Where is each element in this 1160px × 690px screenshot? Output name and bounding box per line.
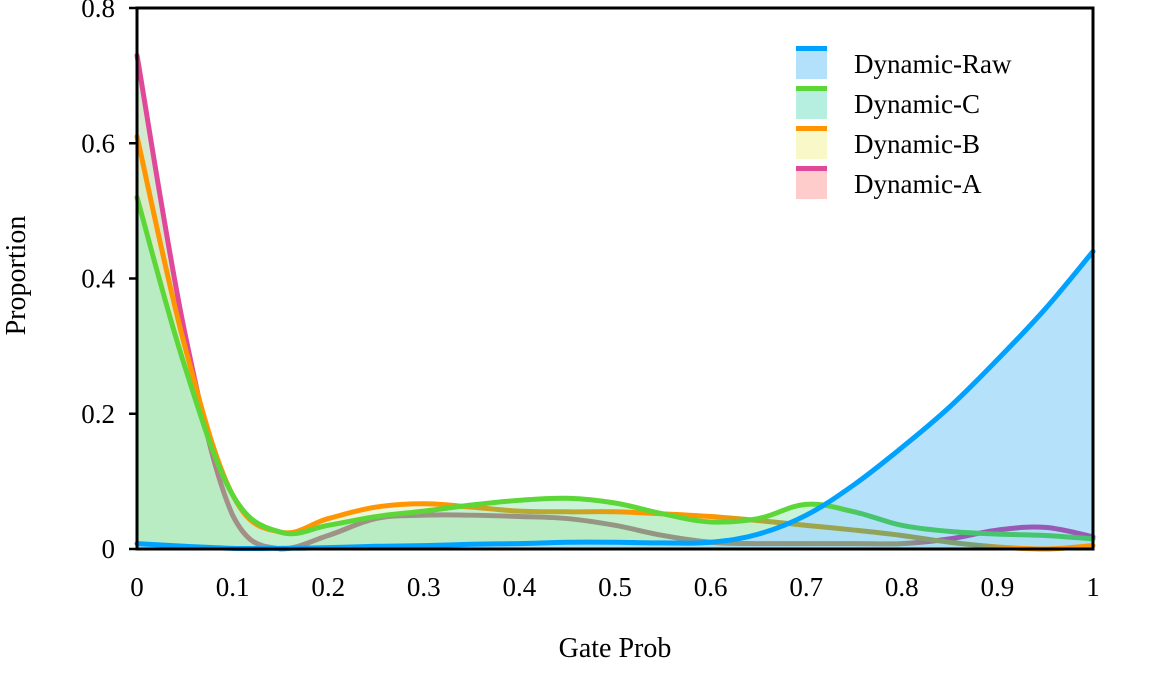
legend-label: Dynamic-A: [854, 169, 982, 199]
x-tick-label: 0.2: [311, 572, 345, 602]
legend-swatch-line: [796, 46, 827, 51]
legend-swatch-fill: [796, 87, 827, 119]
y-tick-label: 0.8: [81, 0, 115, 23]
legend-swatch-line: [796, 86, 827, 91]
legend-swatch-fill: [796, 127, 827, 159]
line-dynamic-c: [134, 194, 1096, 542]
legend-item: Dynamic-A: [796, 166, 982, 199]
legend-swatch-line: [796, 126, 827, 131]
y-tick-label: 0.2: [81, 399, 115, 429]
legend-swatch-fill: [796, 47, 827, 79]
legend-item: Dynamic-B: [796, 126, 980, 159]
x-tick-label: 1: [1086, 572, 1100, 602]
x-tick-label: 0.8: [885, 572, 919, 602]
legend-label: Dynamic-B: [854, 129, 980, 159]
legend-item: Dynamic-C: [796, 86, 980, 119]
x-tick-label: 0: [130, 572, 144, 602]
line-dynamic-a: [134, 52, 1096, 552]
x-tick-label: 0.9: [981, 572, 1015, 602]
legend-swatch-fill: [796, 167, 827, 199]
x-tick-label: 0.7: [789, 572, 823, 602]
y-tick-label: 0.6: [81, 128, 115, 158]
x-tick-label: 0.1: [216, 572, 250, 602]
y-tick-label: 0.4: [81, 264, 115, 294]
legend-label: Dynamic-C: [854, 89, 980, 119]
x-tick-label: 0.5: [598, 572, 632, 602]
y-tick-label: 0: [102, 534, 116, 564]
x-tick-label: 0.3: [407, 572, 441, 602]
x-tick-label: 0.6: [694, 572, 728, 602]
legend-label: Dynamic-Raw: [854, 49, 1012, 79]
x-axis-label: Gate Prob: [559, 633, 672, 664]
y-axis-label: Proportion: [1, 216, 32, 336]
x-tick-label: 0.4: [503, 572, 537, 602]
x-axis-ticks: 0 0.1 0.2 0.3 0.4 0.5 0.6 0.7 0.8 0.9 1: [130, 572, 1100, 602]
legend: Dynamic-Raw Dynamic-C Dynamic-B Dynamic-A: [796, 46, 1012, 199]
legend-swatch-line: [796, 166, 827, 171]
y-axis-ticks: 0 0.2 0.4 0.6 0.8: [81, 0, 137, 564]
legend-item: Dynamic-Raw: [796, 46, 1012, 79]
area-dynamic-raw: [137, 251, 1093, 549]
